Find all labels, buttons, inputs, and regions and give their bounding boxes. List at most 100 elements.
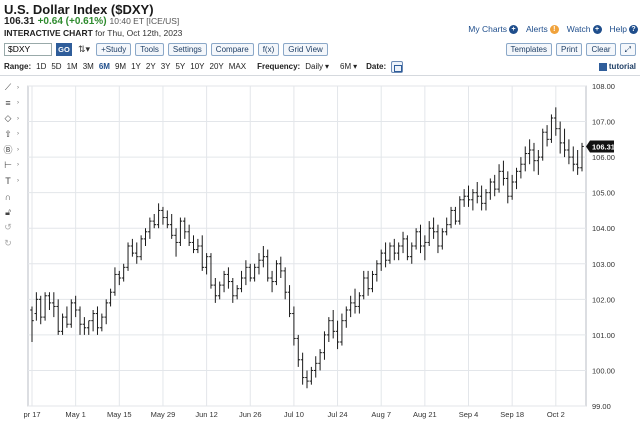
alert-icon: ! bbox=[549, 24, 559, 34]
x-tick-label: Jun 26 bbox=[239, 410, 262, 419]
tutorial-icon bbox=[598, 62, 607, 71]
y-tick-label: 99.00 bbox=[592, 402, 611, 411]
subtitle-date: for Thu, Oct 12th, 2023 bbox=[95, 28, 183, 38]
x-tick-label: Aug 7 bbox=[371, 410, 391, 419]
range-option[interactable]: 10Y bbox=[190, 62, 205, 71]
magnet-icon: ∩ bbox=[4, 191, 12, 202]
marker-tool[interactable]: Ⓑ › bbox=[2, 144, 24, 155]
y-tick-label: 103.00 bbox=[592, 260, 615, 269]
tools-button[interactable]: Tools bbox=[135, 42, 164, 56]
shape-icon: ◇ bbox=[4, 113, 12, 124]
trendline-tool[interactable]: ⟋ › bbox=[2, 82, 24, 93]
lock-icon: 🔓︎ bbox=[5, 206, 11, 217]
range-option[interactable]: 5Y bbox=[175, 62, 186, 71]
subtitle-label: INTERACTIVE CHART bbox=[4, 28, 93, 38]
shapes-tool[interactable]: ◇ › bbox=[2, 113, 24, 124]
text-tool[interactable]: T › bbox=[2, 176, 24, 187]
x-tick-label: Sep 18 bbox=[500, 410, 524, 419]
price-change: +0.64 (+0.61%) bbox=[37, 16, 107, 27]
drawing-tools-panel: ⟋ › ≡ › ◇ › ⇧ › Ⓑ › ⊢ › T › ∩ 🔓︎ ↺ ↻ bbox=[2, 82, 24, 249]
lock-tool[interactable]: 🔓︎ bbox=[2, 207, 24, 218]
chevron-right-icon: › bbox=[17, 100, 19, 107]
price-chart[interactable]: 99.00 100.00 101.00 102.00 103.00 104.00 105.0… bbox=[20, 80, 638, 426]
range-option[interactable]: 5D bbox=[51, 62, 62, 71]
y-tick-label: 102.00 bbox=[592, 295, 615, 304]
fibonacci-tool[interactable]: ≡ › bbox=[2, 98, 24, 109]
chart-type-icon[interactable]: ⇅▾ bbox=[78, 43, 91, 54]
my-charts-link[interactable]: My Charts + bbox=[468, 24, 518, 34]
add-study-button[interactable]: +Study bbox=[96, 42, 132, 56]
go-button[interactable]: GO bbox=[56, 42, 72, 56]
frequency-select[interactable]: Daily ▾ bbox=[305, 62, 330, 71]
range-label: Range: bbox=[4, 62, 32, 71]
trendline-icon: ⟋ bbox=[4, 82, 12, 92]
magnet-tool[interactable]: ∩ bbox=[2, 191, 24, 202]
function-button[interactable]: f(x) bbox=[257, 42, 280, 56]
x-tick-label: May 1 bbox=[65, 410, 85, 419]
range-option[interactable]: MAX bbox=[228, 62, 247, 71]
y-tick-label: 107.00 bbox=[592, 118, 615, 127]
last-price: 106.31 bbox=[4, 16, 35, 27]
grid-view-button[interactable]: Grid View bbox=[283, 42, 328, 56]
expand-icon[interactable]: ⤢ bbox=[619, 42, 636, 56]
x-tick-label: May 15 bbox=[107, 410, 132, 419]
page-title: U.S. Dollar Index ($DXY) bbox=[4, 2, 154, 17]
header-divider bbox=[0, 75, 640, 76]
y-tick-label: 104.00 bbox=[592, 224, 615, 233]
undo-tool[interactable]: ↺ bbox=[2, 222, 24, 233]
plot-area bbox=[27, 85, 587, 407]
text-icon: T bbox=[5, 176, 11, 187]
range-option[interactable]: 3M bbox=[82, 62, 94, 71]
current-price-marker bbox=[586, 140, 614, 153]
chart-toolbar: GO ⇅▾ +Study Tools Settings Compare f(x)… bbox=[4, 42, 636, 56]
y-tick-label: 105.00 bbox=[592, 189, 615, 198]
y-tick-label: 108.00 bbox=[592, 82, 615, 91]
range-bar: Range: 1D 5D 1M 3M 6M 9M 1Y 2Y 3Y 5Y 10Y… bbox=[4, 60, 636, 73]
chevron-right-icon: › bbox=[17, 84, 19, 91]
y-tick-label: 106.00 bbox=[592, 153, 615, 162]
date-label: Date: bbox=[366, 62, 387, 71]
up-arrow-icon: ⇧ bbox=[4, 128, 12, 139]
range-option-active[interactable]: 6M bbox=[98, 62, 110, 71]
chevron-right-icon: › bbox=[17, 115, 19, 122]
calendar-icon[interactable] bbox=[391, 60, 404, 73]
measure-icon: ⊢ bbox=[4, 159, 12, 170]
range-option[interactable]: 1M bbox=[66, 62, 78, 71]
quote-time: 10:40 ET [ICE/US] bbox=[109, 16, 180, 26]
y-tick-label: 101.00 bbox=[592, 331, 615, 340]
x-tick-label: Oct 2 bbox=[547, 410, 565, 419]
plus-icon: + bbox=[509, 24, 518, 34]
arrow-tool[interactable]: ⇧ › bbox=[2, 129, 24, 140]
undo-icon: ↺ bbox=[4, 222, 12, 233]
alerts-link[interactable]: Alerts! bbox=[526, 24, 559, 34]
print-button[interactable]: Print bbox=[556, 42, 583, 56]
x-tick-label: Jun 12 bbox=[195, 410, 218, 419]
x-tick-label: Jul 10 bbox=[284, 410, 304, 419]
tutorial-link[interactable]: tutorial bbox=[598, 62, 636, 71]
chevron-down-icon: ▾ bbox=[353, 62, 358, 71]
x-tick-label: Aug 21 bbox=[413, 410, 437, 419]
x-tick-label: May 29 bbox=[151, 410, 176, 419]
y-tick-label: 100.00 bbox=[592, 366, 615, 375]
compare-button[interactable]: Compare bbox=[210, 42, 254, 56]
x-tick-label: Jul 24 bbox=[328, 410, 348, 419]
help-link[interactable]: Help? bbox=[610, 24, 638, 34]
range-option[interactable]: 3Y bbox=[160, 62, 171, 71]
redo-icon: ↻ bbox=[4, 237, 12, 248]
clear-button[interactable]: Clear bbox=[586, 42, 616, 56]
chart-subtitle: INTERACTIVE CHART for Thu, Oct 12th, 202… bbox=[4, 28, 182, 38]
quote-line: 106.31 +0.64 (+0.61%) 10:40 ET [ICE/US] bbox=[4, 16, 179, 27]
range-option[interactable]: 2Y bbox=[145, 62, 156, 71]
fibonacci-icon: ≡ bbox=[5, 98, 11, 109]
redo-tool[interactable]: ↻ bbox=[2, 238, 24, 249]
period-select[interactable]: 6M ▾ bbox=[340, 62, 358, 71]
settings-button[interactable]: Settings bbox=[167, 42, 207, 56]
range-option[interactable]: 9M bbox=[114, 62, 127, 71]
templates-button[interactable]: Templates bbox=[505, 42, 553, 56]
range-option[interactable]: 1D bbox=[36, 62, 47, 71]
range-option[interactable]: 1Y bbox=[131, 62, 141, 71]
range-option[interactable]: 20Y bbox=[209, 62, 224, 71]
symbol-input[interactable] bbox=[4, 42, 52, 56]
measure-tool[interactable]: ⊢ › bbox=[2, 160, 24, 171]
watch-link[interactable]: Watch + bbox=[567, 24, 602, 34]
